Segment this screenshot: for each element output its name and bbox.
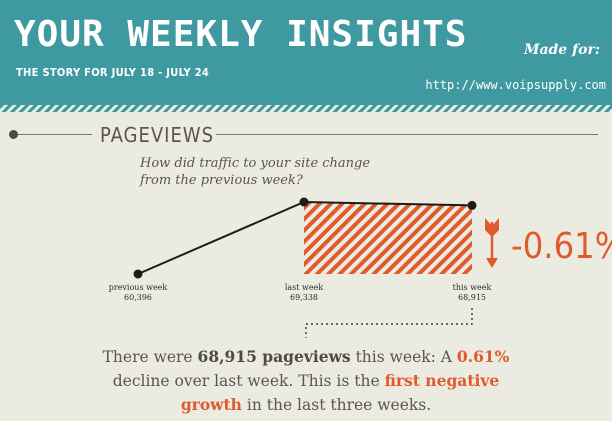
section-divider bbox=[14, 134, 598, 135]
summary-text: There were 68,915 pageviews this week: A… bbox=[96, 345, 516, 417]
section-question: How did traffic to your site change from… bbox=[140, 156, 371, 188]
summary-part-4: in the last three weeks. bbox=[241, 396, 432, 414]
header-stripe-border bbox=[0, 105, 612, 112]
summary-part-2: this week: A bbox=[350, 348, 457, 366]
point-value-label: 60,396 bbox=[124, 293, 152, 302]
point-value-label: 68,915 bbox=[458, 293, 486, 302]
point-label-0: previous week 60,396 bbox=[103, 283, 173, 303]
made-for-label: Made for: bbox=[523, 42, 600, 58]
page-subtitle: THE STORY FOR JULY 18 - JULY 24 bbox=[16, 66, 210, 79]
data-point-1 bbox=[299, 197, 309, 207]
decline-area bbox=[304, 202, 472, 274]
summary-part-3: decline over last week. This is the bbox=[112, 372, 385, 390]
point-label-2: this week 68,915 bbox=[437, 283, 507, 303]
header-banner bbox=[0, 0, 612, 105]
section-bullet-dot bbox=[9, 130, 18, 139]
data-points bbox=[133, 197, 477, 279]
summary-part-1: There were bbox=[102, 348, 198, 366]
point-category-label: this week bbox=[452, 283, 492, 292]
point-label-1: last week 69,338 bbox=[269, 283, 339, 303]
down-arrow-icon bbox=[485, 218, 499, 268]
summary-pageviews-value: 68,915 pageviews bbox=[197, 347, 351, 366]
site-url-link[interactable]: http://www.voipsupply.com bbox=[425, 78, 606, 92]
change-percent-label: -0.61% bbox=[511, 226, 612, 267]
summary-decline-percent: 0.61% bbox=[456, 347, 510, 366]
data-point-2 bbox=[467, 200, 477, 210]
leader-line bbox=[305, 308, 473, 338]
summary-negative-growth: first negative growth bbox=[180, 371, 500, 414]
section-divider-gap bbox=[92, 124, 216, 146]
data-point-0 bbox=[133, 269, 143, 279]
point-value-label: 69,338 bbox=[290, 293, 318, 302]
point-category-label: last week bbox=[284, 283, 324, 292]
section-title: PAGEVIEWS bbox=[100, 123, 215, 147]
point-category-label: previous week bbox=[108, 283, 168, 292]
page-title: YOUR WEEKLY INSIGHTS bbox=[14, 14, 468, 55]
